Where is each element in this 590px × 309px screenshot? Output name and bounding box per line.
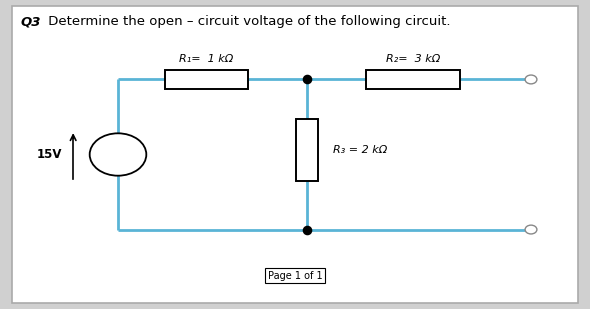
Bar: [366, 70, 460, 89]
Circle shape: [525, 75, 537, 84]
Bar: [296, 119, 318, 181]
Point: [302, 227, 312, 232]
Text: R₂=  3 kΩ: R₂= 3 kΩ: [386, 54, 440, 64]
Point: [302, 77, 312, 82]
Text: Page 1 of 1: Page 1 of 1: [268, 271, 322, 281]
Circle shape: [525, 225, 537, 234]
Bar: [165, 70, 248, 89]
Circle shape: [90, 133, 146, 176]
Text: R₃ = 2 kΩ: R₃ = 2 kΩ: [333, 145, 387, 155]
Text: R₁=  1 kΩ: R₁= 1 kΩ: [179, 54, 234, 64]
Text: 15V: 15V: [37, 148, 63, 161]
Text: Q3: Q3: [21, 15, 41, 28]
Text: Determine the open – circuit voltage of the following circuit.: Determine the open – circuit voltage of …: [44, 15, 451, 28]
